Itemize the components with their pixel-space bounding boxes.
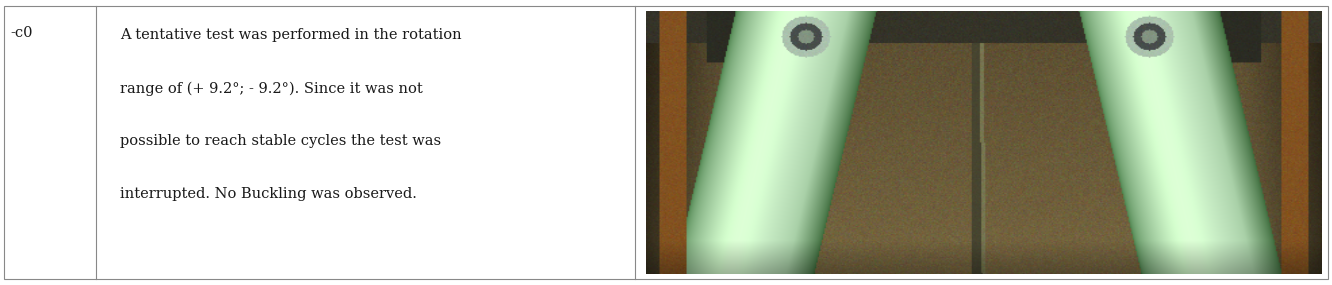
Text: -c0: -c0 xyxy=(11,26,33,40)
Text: A tentative test was performed in the rotation: A tentative test was performed in the ro… xyxy=(120,28,461,42)
Text: interrupted. No Buckling was observed.: interrupted. No Buckling was observed. xyxy=(120,187,417,201)
Text: possible to reach stable cycles the test was: possible to reach stable cycles the test… xyxy=(120,134,441,148)
Text: range of (+ 9.2°; - 9.2°). Since it was not: range of (+ 9.2°; - 9.2°). Since it was … xyxy=(120,81,422,95)
